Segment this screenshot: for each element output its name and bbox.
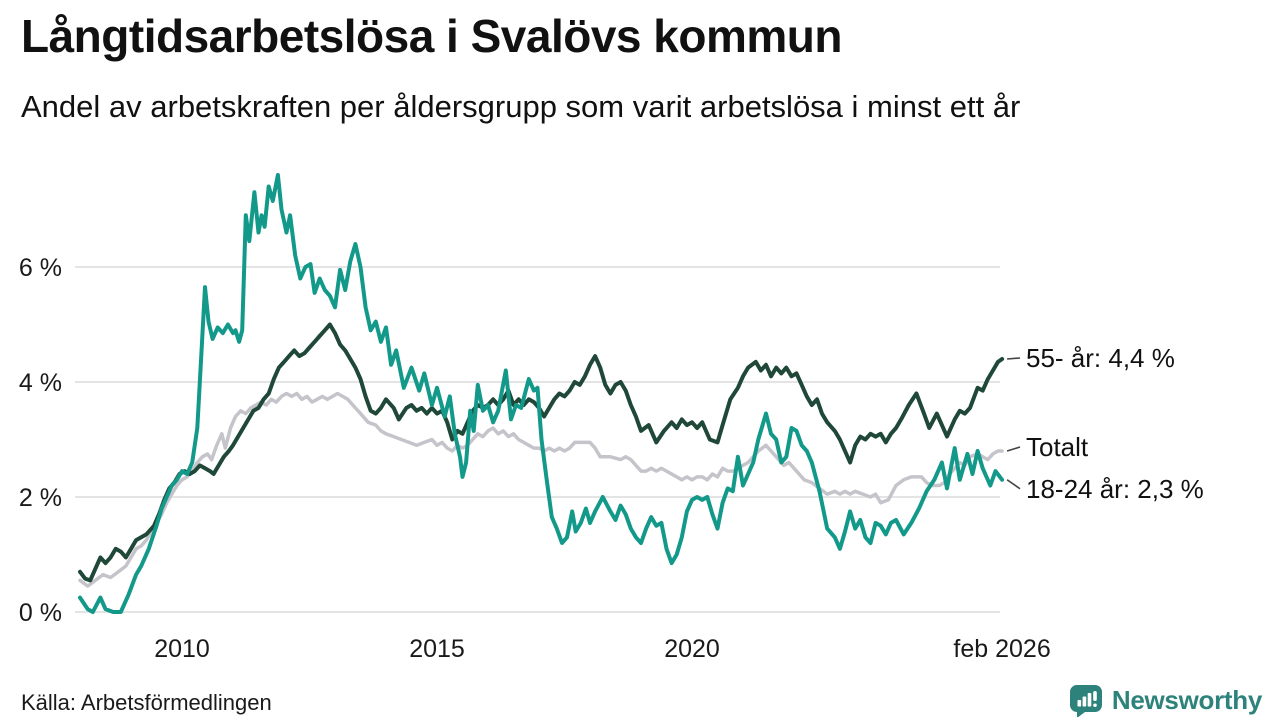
series-line-18-24 år — [78, 173, 1005, 614]
page-title: Långtidsarbetslösa i Svalövs kommun — [21, 10, 842, 62]
chart-subtitle: Andel av arbetskraften per åldersgrupp s… — [21, 88, 1021, 124]
series-end-label-Totalt: Totalt — [1026, 432, 1089, 462]
chart-footer: Källa: Arbetsförmedlingen Newsworthy — [0, 684, 1280, 720]
y-tick-label: 4 % — [19, 369, 62, 397]
series-end-label-55- år: 55- år: 4,4 % — [1026, 343, 1175, 373]
series-line-55- år — [78, 322, 1005, 583]
x-tick-label: 2020 — [664, 635, 720, 663]
label-leader-tick — [1006, 446, 1021, 452]
label-leader-tick — [1007, 357, 1021, 360]
y-tick-label: 0 % — [19, 599, 62, 627]
x-tick-label: 2010 — [154, 635, 210, 663]
series-line-Totalt — [78, 391, 1004, 588]
x-tick-label: feb 2026 — [953, 635, 1050, 663]
label-leader-tick — [1006, 479, 1021, 490]
chart-header: Långtidsarbetslösa i Svalövs kommun Ande… — [21, 10, 1261, 125]
newsworthy-bubble-chart-icon — [1069, 685, 1102, 717]
y-tick-label: 6 % — [19, 254, 62, 282]
x-tick-label: 2015 — [409, 635, 465, 663]
source-note: Källa: Arbetsförmedlingen — [21, 690, 272, 715]
series-end-label-18-24 år: 18-24 år: 2,3 % — [1026, 474, 1204, 504]
newsworthy-logo: Newsworthy — [1069, 684, 1262, 717]
newsworthy-wordmark: Newsworthy — [1111, 685, 1262, 715]
y-tick-label: 2 % — [19, 484, 62, 512]
